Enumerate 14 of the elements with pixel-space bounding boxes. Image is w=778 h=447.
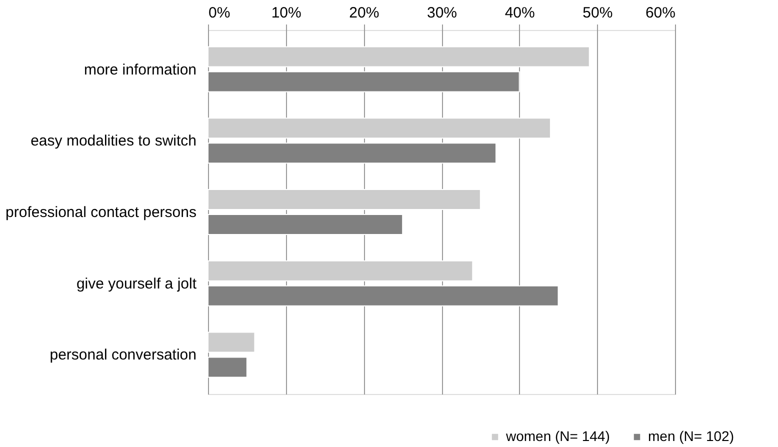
x-tick-label: 0%: [208, 4, 230, 22]
y-tick-label: more information: [84, 61, 196, 78]
x-tick-label: 20%: [349, 4, 380, 22]
y-tick-label: professional contact persons: [6, 204, 196, 221]
legend-label: men (N= 102): [648, 428, 734, 444]
x-tick-label: 50%: [582, 4, 613, 22]
x-tick-label: 60%: [645, 4, 676, 22]
legend-label: women (N= 144): [505, 428, 610, 444]
x-tick-label: 10%: [271, 4, 302, 22]
y-tick-label: personal conversation: [50, 346, 196, 364]
x-tick-label: 30%: [426, 4, 458, 22]
y-tick-label: easy modalities to switch: [30, 132, 196, 150]
y-tick-label: give yourself a jolt: [76, 275, 198, 292]
x-tick-label: 40%: [504, 4, 535, 22]
